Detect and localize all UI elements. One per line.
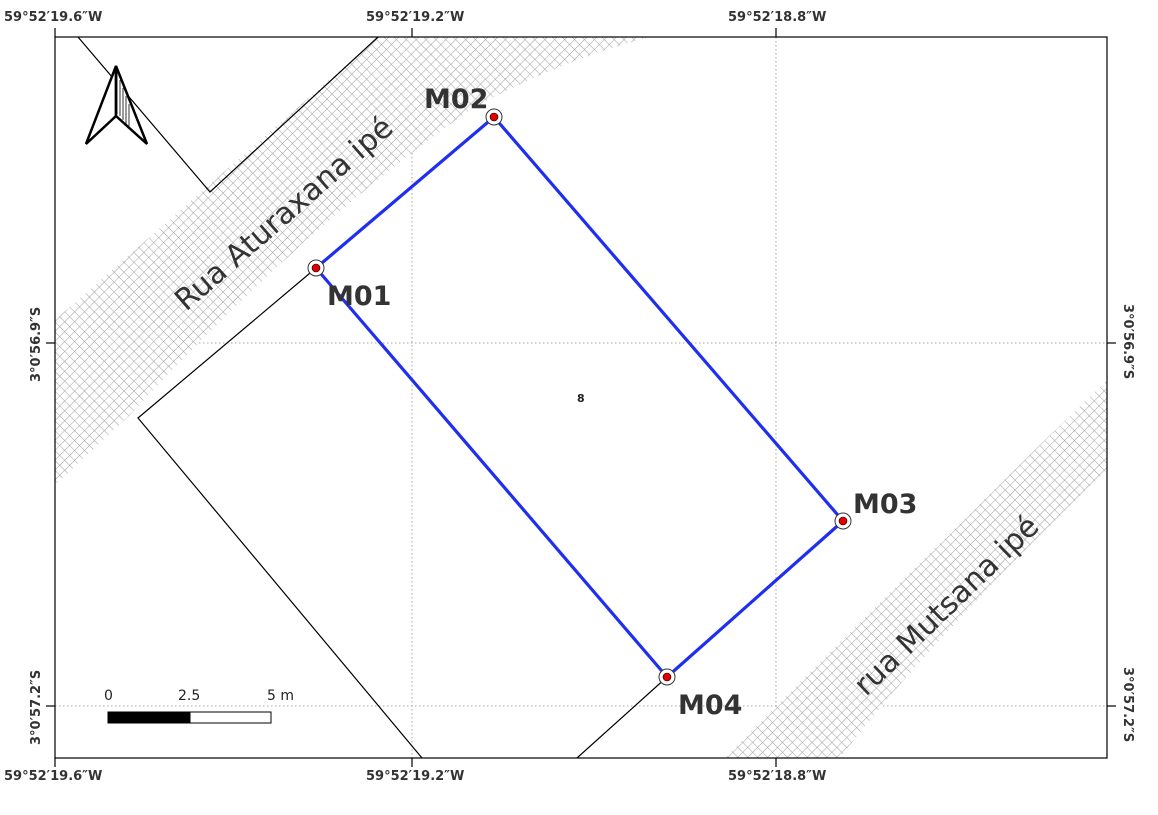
vertex-label-M03: M03 — [853, 489, 917, 520]
scale-label-2-5: 2.5 — [178, 688, 200, 704]
coord-right-2: 3°0′57.2″S — [1120, 667, 1135, 742]
coord-bottom-2: 59°52′19.2″W — [366, 769, 464, 784]
map-frame — [54, 36, 1108, 759]
coord-bottom-3: 59°52′18.8″W — [728, 769, 826, 784]
coord-top-2: 59°52′19.2″W — [366, 10, 464, 25]
parcel-number: 8 — [577, 392, 585, 405]
road-aturaxana — [55, 37, 650, 485]
map-content: Rua Aturaxana ipé rua Mutsana ipé 8 M02 … — [55, 37, 1107, 758]
vertex-label-M04: M04 — [678, 690, 742, 721]
vertex-M01[interactable] — [307, 259, 325, 277]
vertex-M04[interactable] — [658, 668, 676, 686]
vertex-label-M02: M02 — [424, 84, 488, 115]
coord-left-2: 3°0′57.2″S — [29, 670, 44, 745]
vertex-label-M01: M01 — [327, 281, 391, 312]
scale-label-5m: 5 m — [267, 688, 294, 704]
vertex-M03[interactable] — [834, 512, 852, 530]
coord-left-1: 3°0′56.9″S — [29, 307, 44, 382]
coord-top-1: 59°52′19.6″W — [4, 10, 102, 25]
coord-bottom-1: 59°52′19.6″W — [4, 769, 102, 784]
coord-right-1: 3°0′56.9″S — [1120, 304, 1135, 379]
north-arrow-icon — [84, 65, 149, 145]
coord-top-3: 59°52′18.8″W — [728, 10, 826, 25]
road-mutsana — [725, 380, 1107, 758]
frame-ticks — [46, 28, 1116, 767]
scale-label-0: 0 — [104, 688, 113, 704]
graticule — [55, 37, 1107, 758]
scale-bar: 0 2.5 5 m — [104, 688, 294, 724]
vertex-M02[interactable] — [485, 108, 503, 126]
